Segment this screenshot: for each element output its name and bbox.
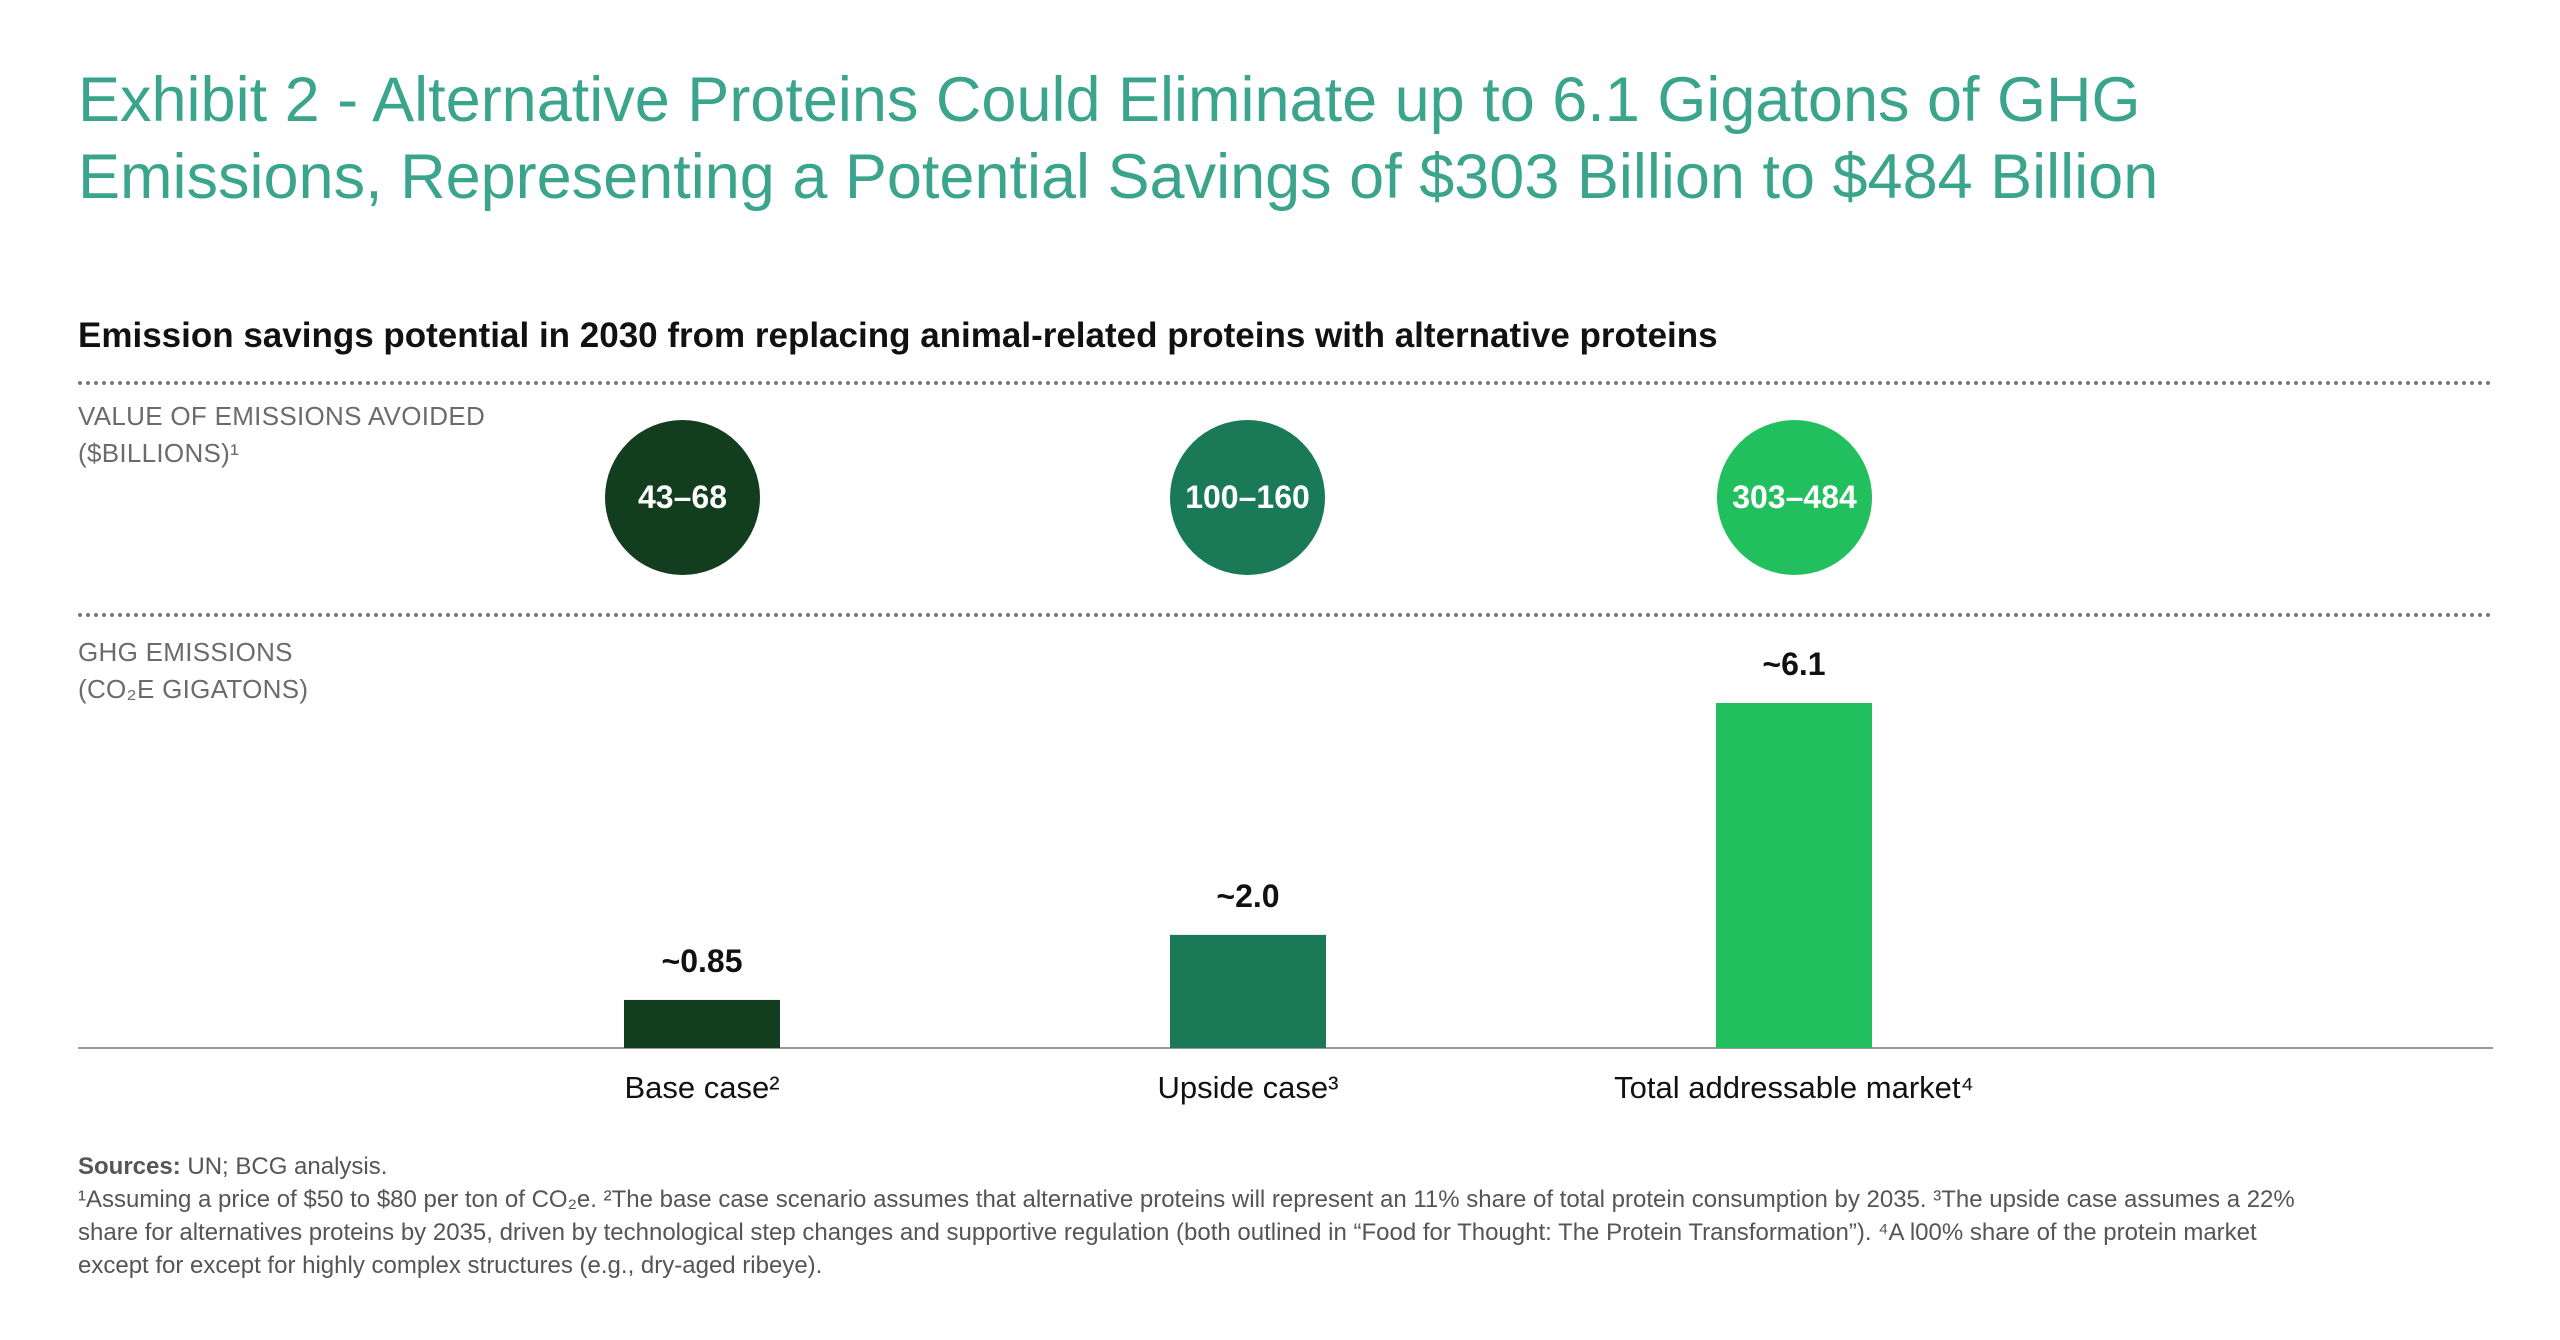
title-line-1: Exhibit 2 - Alternative Proteins Could E…: [78, 65, 2141, 135]
category-label-2: Total addressable market⁴: [1614, 1070, 1974, 1105]
ghg-row-label-line2: (CO₂E GIGATONS): [78, 674, 309, 704]
value-circle-base: 43–68: [605, 420, 760, 575]
bar-value-label-1: ~2.0: [1216, 878, 1279, 914]
value-circle-upside-label: 100–160: [1185, 479, 1310, 515]
bar-value-label-2: ~6.1: [1762, 646, 1825, 682]
value-row-label-line2: ($BILLIONS)¹: [78, 438, 240, 468]
value-row-label: VALUE OF EMISSIONS AVOIDED ($BILLIONS)¹: [78, 398, 485, 472]
bar-1: [1170, 934, 1326, 1048]
category-label-1: Upside case³: [1158, 1070, 1339, 1105]
value-circle-base-label: 43–68: [638, 479, 727, 515]
divider-top: [78, 381, 2493, 385]
footnote-line-2: share for alternatives proteins by 2035,…: [78, 1219, 2257, 1246]
ghg-row-label: GHG EMISSIONS (CO₂E GIGATONS): [78, 634, 308, 708]
value-circle-tam-label: 303–484: [1732, 479, 1857, 515]
value-circle-tam: 303–484: [1717, 420, 1872, 575]
sources-text: UN; BCG analysis.: [180, 1153, 388, 1180]
footnote-line-3: except for except for highly complex str…: [78, 1252, 823, 1279]
bar-0: [624, 999, 780, 1048]
sources-line: Sources: UN; BCG analysis.: [78, 1150, 2498, 1183]
title-line-2: Emissions, Representing a Potential Savi…: [78, 142, 2159, 212]
sources-label: Sources:: [78, 1153, 181, 1180]
page-title: Exhibit 2 - Alternative Proteins Could E…: [78, 62, 2458, 216]
ghg-row-label-line1: GHG EMISSIONS: [78, 637, 293, 667]
divider-middle: [78, 613, 2493, 617]
bar-2: [1716, 703, 1872, 1048]
footnote-line-1: ¹Assuming a price of $50 to $80 per ton …: [78, 1186, 2295, 1213]
bar-value-label-0: ~0.85: [662, 943, 743, 979]
footer: Sources: UN; BCG analysis. ¹Assuming a p…: [78, 1150, 2498, 1282]
value-circle-upside: 100–160: [1170, 420, 1325, 575]
chart-subtitle: Emission savings potential in 2030 from …: [78, 316, 1718, 355]
category-label-0: Base case²: [624, 1070, 779, 1105]
value-row-label-line1: VALUE OF EMISSIONS AVOIDED: [78, 401, 486, 431]
